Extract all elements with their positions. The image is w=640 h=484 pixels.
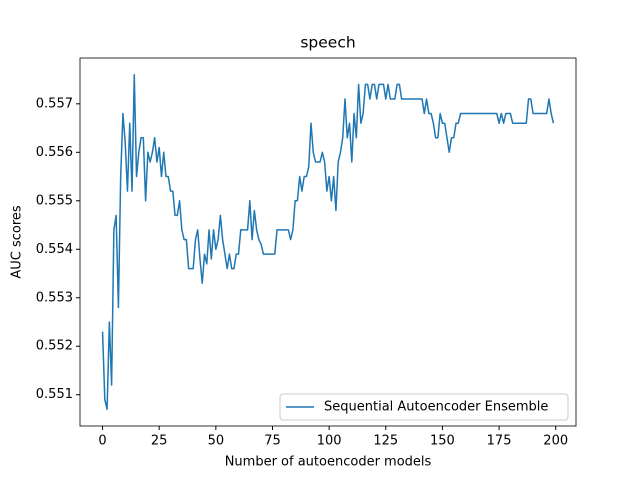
y-tick-label: 0.554 bbox=[36, 242, 73, 257]
x-tick-label: 0 bbox=[98, 434, 106, 449]
y-tick-label: 0.556 bbox=[36, 145, 73, 160]
x-tick-label: 75 bbox=[264, 434, 281, 449]
x-tick-label: 25 bbox=[151, 434, 168, 449]
x-tick-label: 175 bbox=[487, 434, 512, 449]
y-tick-label: 0.552 bbox=[36, 339, 73, 354]
y-tick-label: 0.557 bbox=[36, 96, 73, 111]
x-tick-label: 50 bbox=[208, 434, 225, 449]
legend-label: Sequential Autoencoder Ensemble bbox=[324, 400, 548, 415]
x-tick-label: 125 bbox=[373, 434, 398, 449]
y-tick-label: 0.551 bbox=[36, 387, 73, 402]
line-series bbox=[101, 73, 555, 411]
x-tick-label: 100 bbox=[317, 434, 342, 449]
y-tick-label: 0.555 bbox=[36, 193, 73, 208]
x-tick-label: 150 bbox=[430, 434, 455, 449]
legend-box bbox=[279, 393, 569, 421]
chart-title: speech bbox=[300, 34, 355, 52]
x-axis-label: Number of autoencoder models bbox=[225, 455, 432, 470]
y-axis-label: AUC scores bbox=[10, 205, 25, 279]
y-tick-label: 0.553 bbox=[36, 290, 73, 305]
plot-frame bbox=[79, 57, 577, 427]
x-tick-label: 200 bbox=[543, 434, 568, 449]
